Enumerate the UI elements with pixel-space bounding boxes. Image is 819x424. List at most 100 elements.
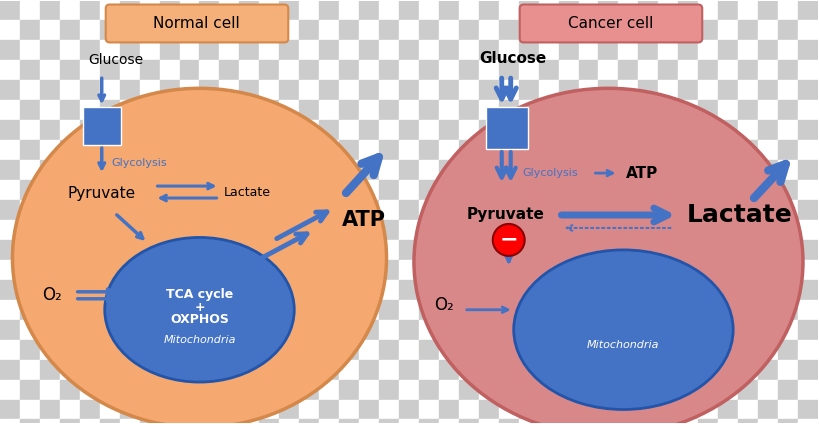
Ellipse shape bbox=[513, 250, 732, 410]
Bar bbox=[598, 60, 618, 80]
Bar bbox=[299, 320, 319, 340]
Bar bbox=[698, 100, 717, 120]
Bar bbox=[0, 0, 20, 20]
Bar bbox=[618, 200, 638, 220]
Bar bbox=[378, 160, 399, 180]
Bar bbox=[677, 20, 698, 40]
Bar bbox=[558, 340, 578, 360]
Bar bbox=[518, 120, 538, 140]
Bar bbox=[339, 200, 359, 220]
Bar bbox=[100, 120, 120, 140]
Bar bbox=[20, 399, 40, 419]
Bar bbox=[797, 220, 817, 240]
Bar bbox=[698, 40, 717, 60]
Bar bbox=[179, 240, 199, 260]
Bar bbox=[359, 340, 378, 360]
Bar bbox=[737, 280, 758, 300]
Bar bbox=[179, 20, 199, 40]
Bar bbox=[279, 280, 299, 300]
Bar bbox=[498, 80, 518, 100]
Bar bbox=[677, 360, 698, 379]
Bar bbox=[419, 100, 438, 120]
Bar bbox=[578, 60, 598, 80]
Bar bbox=[538, 200, 558, 220]
Bar bbox=[399, 100, 419, 120]
Bar bbox=[239, 320, 259, 340]
Bar bbox=[518, 320, 538, 340]
Bar bbox=[199, 200, 219, 220]
Bar bbox=[399, 220, 419, 240]
Bar bbox=[459, 260, 478, 280]
Bar bbox=[120, 20, 139, 40]
Bar bbox=[79, 20, 100, 40]
Bar bbox=[618, 399, 638, 419]
Bar bbox=[419, 360, 438, 379]
Bar bbox=[737, 379, 758, 399]
Bar bbox=[259, 140, 279, 160]
Bar bbox=[40, 419, 60, 424]
Bar bbox=[399, 340, 419, 360]
Bar bbox=[259, 220, 279, 240]
Text: OXPHOS: OXPHOS bbox=[170, 313, 229, 326]
Bar bbox=[737, 120, 758, 140]
Bar bbox=[160, 160, 179, 180]
Text: Lactate: Lactate bbox=[686, 203, 791, 227]
Bar bbox=[498, 360, 518, 379]
Bar bbox=[618, 220, 638, 240]
Bar bbox=[100, 200, 120, 220]
Bar bbox=[737, 220, 758, 240]
Bar bbox=[179, 300, 199, 320]
Bar bbox=[319, 220, 339, 240]
Bar bbox=[538, 379, 558, 399]
Bar bbox=[558, 100, 578, 120]
Bar bbox=[219, 399, 239, 419]
Bar bbox=[758, 320, 777, 340]
Bar bbox=[79, 360, 100, 379]
Bar bbox=[239, 280, 259, 300]
Bar bbox=[478, 140, 498, 160]
Bar bbox=[618, 360, 638, 379]
Bar bbox=[419, 140, 438, 160]
Bar bbox=[139, 419, 160, 424]
Bar bbox=[20, 419, 40, 424]
Bar bbox=[598, 160, 618, 180]
Text: Glucose: Glucose bbox=[88, 53, 143, 67]
Bar bbox=[478, 320, 498, 340]
Bar bbox=[478, 379, 498, 399]
Bar bbox=[319, 180, 339, 200]
Bar bbox=[319, 320, 339, 340]
Bar bbox=[299, 120, 319, 140]
Bar bbox=[797, 379, 817, 399]
Bar bbox=[378, 200, 399, 220]
Bar bbox=[279, 340, 299, 360]
Bar bbox=[219, 40, 239, 60]
Bar bbox=[758, 40, 777, 60]
Bar bbox=[160, 220, 179, 240]
Bar bbox=[100, 160, 120, 180]
Bar bbox=[399, 20, 419, 40]
Bar bbox=[0, 340, 20, 360]
Bar bbox=[299, 300, 319, 320]
Bar bbox=[79, 240, 100, 260]
Bar bbox=[538, 300, 558, 320]
Bar bbox=[618, 100, 638, 120]
Bar bbox=[758, 399, 777, 419]
Bar bbox=[60, 280, 79, 300]
Bar bbox=[638, 100, 658, 120]
Bar bbox=[737, 0, 758, 20]
Bar bbox=[199, 60, 219, 80]
Bar bbox=[737, 260, 758, 280]
Bar bbox=[378, 360, 399, 379]
Bar bbox=[558, 60, 578, 80]
Bar bbox=[797, 280, 817, 300]
Bar bbox=[598, 120, 618, 140]
Bar bbox=[777, 60, 797, 80]
Bar bbox=[139, 60, 160, 80]
Bar bbox=[40, 100, 60, 120]
Bar bbox=[598, 360, 618, 379]
Bar bbox=[438, 360, 459, 379]
Bar bbox=[199, 399, 219, 419]
Bar bbox=[359, 399, 378, 419]
Bar bbox=[737, 419, 758, 424]
Bar bbox=[40, 160, 60, 180]
